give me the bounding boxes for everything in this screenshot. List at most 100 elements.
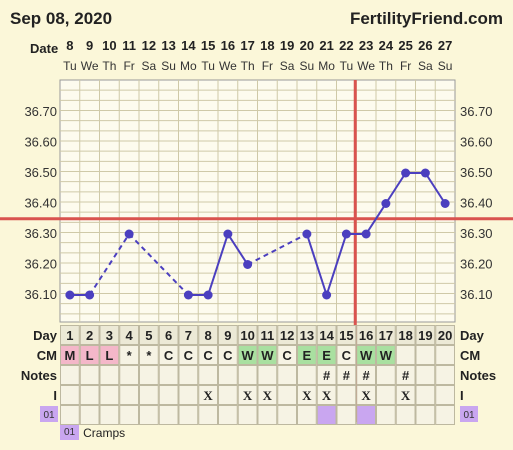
intercourse-cell <box>257 385 278 405</box>
notes-cell <box>376 365 396 385</box>
cm-cell <box>158 345 179 365</box>
weekday-label: Su <box>300 59 315 73</box>
cm-cell <box>336 345 357 365</box>
day-row-label-right: Day <box>460 328 485 343</box>
date-label: 18 <box>260 38 274 53</box>
y-tick-left: 36.70 <box>24 104 57 119</box>
y-tick-right: 36.50 <box>460 165 493 180</box>
cm-cell <box>356 345 376 365</box>
intercourse-cell <box>356 385 376 405</box>
day-value: 12 <box>280 328 294 343</box>
cm-row-label-right: CM <box>460 348 480 363</box>
y-tick-right: 36.70 <box>460 104 493 119</box>
y-tick-left: 36.20 <box>24 257 57 272</box>
notes-value: # <box>343 368 351 383</box>
notes-value: # <box>323 368 331 383</box>
intercourse-cell <box>316 385 337 405</box>
date-label: 15 <box>201 38 215 53</box>
temp-point <box>341 229 351 239</box>
intercourse-value: X <box>243 388 253 403</box>
weekday-label: Su <box>438 59 453 73</box>
cm-value: C <box>342 348 352 363</box>
intercourse-cell <box>158 385 179 405</box>
cm-cell <box>119 345 139 365</box>
day-cell <box>316 325 337 345</box>
chart-date-title: Sep 08, 2020 <box>10 9 112 28</box>
date-label: 22 <box>339 38 353 53</box>
temp-line <box>385 172 407 205</box>
day-value: 16 <box>359 328 373 343</box>
date-label: 10 <box>102 38 116 53</box>
notes-cell <box>356 365 376 385</box>
cm-cell <box>415 345 436 365</box>
cm-value: W <box>241 348 254 363</box>
date-label: 12 <box>142 38 156 53</box>
date-label: 24 <box>379 38 394 53</box>
temp-point <box>322 290 332 300</box>
cm-cell <box>198 345 218 365</box>
day-value: 2 <box>86 328 93 343</box>
temp-line-dashed <box>247 233 308 266</box>
cm-value: L <box>86 348 94 363</box>
symptom-cell <box>257 405 278 425</box>
y-tick-right: 36.30 <box>460 226 493 241</box>
weekday-label: Tu <box>340 59 354 73</box>
cm-value: W <box>380 348 393 363</box>
weekday-label: Tu <box>201 59 215 73</box>
date-label: 25 <box>398 38 412 53</box>
cm-value: M <box>64 348 75 363</box>
temp-point <box>124 229 134 239</box>
day-value: 6 <box>165 328 172 343</box>
cm-value: C <box>164 348 174 363</box>
intercourse-cell <box>139 385 159 405</box>
y-tick-right: 36.20 <box>460 257 493 272</box>
day-value: 19 <box>418 328 432 343</box>
weekday-label: Tu <box>63 59 77 73</box>
symptom-cell <box>237 405 258 425</box>
date-label: 9 <box>86 38 93 53</box>
symptom-cell <box>415 405 436 425</box>
date-label: 16 <box>221 38 235 53</box>
intercourse-value: X <box>322 388 332 403</box>
date-label: 17 <box>240 38 254 53</box>
cm-cell <box>435 345 455 365</box>
notes-cell <box>316 365 337 385</box>
date-label: 13 <box>161 38 175 53</box>
weekday-label: Sa <box>142 59 157 73</box>
intercourse-value: X <box>401 388 411 403</box>
weekday-label: Fr <box>262 59 273 73</box>
day-cell <box>277 325 297 345</box>
cm-cell <box>139 345 159 365</box>
symptom-cell <box>316 405 337 425</box>
y-tick-left: 36.30 <box>24 226 57 241</box>
day-cell <box>139 325 159 345</box>
temp-point <box>361 229 371 239</box>
legend-label: Cramps <box>83 425 126 440</box>
weekday-label: We <box>357 59 375 73</box>
intercourse-row-label-right: I <box>460 388 464 403</box>
legend: 01 Cramps <box>60 425 125 440</box>
temp-point <box>440 199 450 208</box>
intercourse-cell <box>297 385 317 405</box>
temp-point <box>223 229 233 239</box>
intercourse-cell <box>277 385 297 405</box>
temp-line <box>227 233 249 266</box>
day-value: 18 <box>398 328 412 343</box>
y-tick-left: 36.40 <box>24 196 57 211</box>
day-value: 15 <box>339 328 353 343</box>
symptom-cell <box>376 405 396 425</box>
cm-value: L <box>105 348 113 363</box>
notes-cell <box>395 365 416 385</box>
day-value: 13 <box>300 328 314 343</box>
temp-point <box>302 229 312 239</box>
date-label: 23 <box>359 38 373 53</box>
symptom-cell <box>119 405 139 425</box>
cm-cell <box>257 345 278 365</box>
date-row-label: Date <box>30 41 58 56</box>
notes-value: # <box>402 368 410 383</box>
symptom-cell <box>139 405 159 425</box>
symptom-cell <box>356 405 376 425</box>
intercourse-value: X <box>361 388 371 403</box>
cm-value: C <box>282 348 292 363</box>
